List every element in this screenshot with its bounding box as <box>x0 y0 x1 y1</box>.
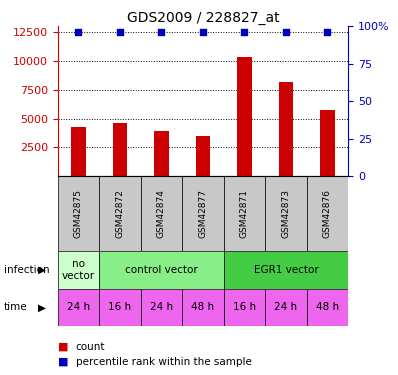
Text: count: count <box>76 342 105 352</box>
Bar <box>99 251 224 289</box>
Text: infection: infection <box>4 265 50 275</box>
Text: no
vector: no vector <box>62 259 95 281</box>
Text: GSM42872: GSM42872 <box>115 189 125 238</box>
Bar <box>99 289 141 326</box>
Bar <box>71 127 86 176</box>
Text: GSM42875: GSM42875 <box>74 189 83 238</box>
Text: 16 h: 16 h <box>233 303 256 312</box>
Point <box>283 29 289 35</box>
Point <box>75 29 82 35</box>
Text: EGR1 vector: EGR1 vector <box>254 265 318 275</box>
Bar <box>58 176 99 251</box>
Bar <box>265 176 307 251</box>
Bar <box>113 123 127 176</box>
Bar <box>279 82 293 176</box>
Point <box>117 29 123 35</box>
Bar <box>58 289 99 326</box>
Point <box>324 29 331 35</box>
Text: 48 h: 48 h <box>316 303 339 312</box>
Point <box>158 29 165 35</box>
Bar <box>182 289 224 326</box>
Text: GSM42873: GSM42873 <box>281 189 291 238</box>
Text: 16 h: 16 h <box>108 303 131 312</box>
Bar <box>58 251 99 289</box>
Title: GDS2009 / 228827_at: GDS2009 / 228827_at <box>127 11 279 25</box>
Bar <box>196 136 210 176</box>
Point <box>241 29 248 35</box>
Text: 48 h: 48 h <box>191 303 215 312</box>
Bar <box>320 111 335 176</box>
Text: ▶: ▶ <box>38 265 46 275</box>
Text: ▶: ▶ <box>38 303 46 312</box>
Text: percentile rank within the sample: percentile rank within the sample <box>76 357 252 367</box>
Bar <box>224 251 348 289</box>
Text: time: time <box>4 303 27 312</box>
Bar <box>307 289 348 326</box>
Text: 24 h: 24 h <box>67 303 90 312</box>
Bar <box>141 176 182 251</box>
Bar <box>99 176 141 251</box>
Bar <box>141 289 182 326</box>
Bar <box>224 289 265 326</box>
Bar <box>265 289 307 326</box>
Text: GSM42877: GSM42877 <box>199 189 207 238</box>
Text: 24 h: 24 h <box>150 303 173 312</box>
Point <box>200 29 206 35</box>
Bar <box>237 57 252 176</box>
Bar <box>182 176 224 251</box>
Text: GSM42876: GSM42876 <box>323 189 332 238</box>
Text: ■: ■ <box>58 357 68 367</box>
Text: ■: ■ <box>58 342 68 352</box>
Text: GSM42871: GSM42871 <box>240 189 249 238</box>
Bar <box>307 176 348 251</box>
Text: GSM42874: GSM42874 <box>157 189 166 238</box>
Bar <box>154 131 169 176</box>
Text: control vector: control vector <box>125 265 198 275</box>
Text: 24 h: 24 h <box>275 303 298 312</box>
Bar <box>224 176 265 251</box>
